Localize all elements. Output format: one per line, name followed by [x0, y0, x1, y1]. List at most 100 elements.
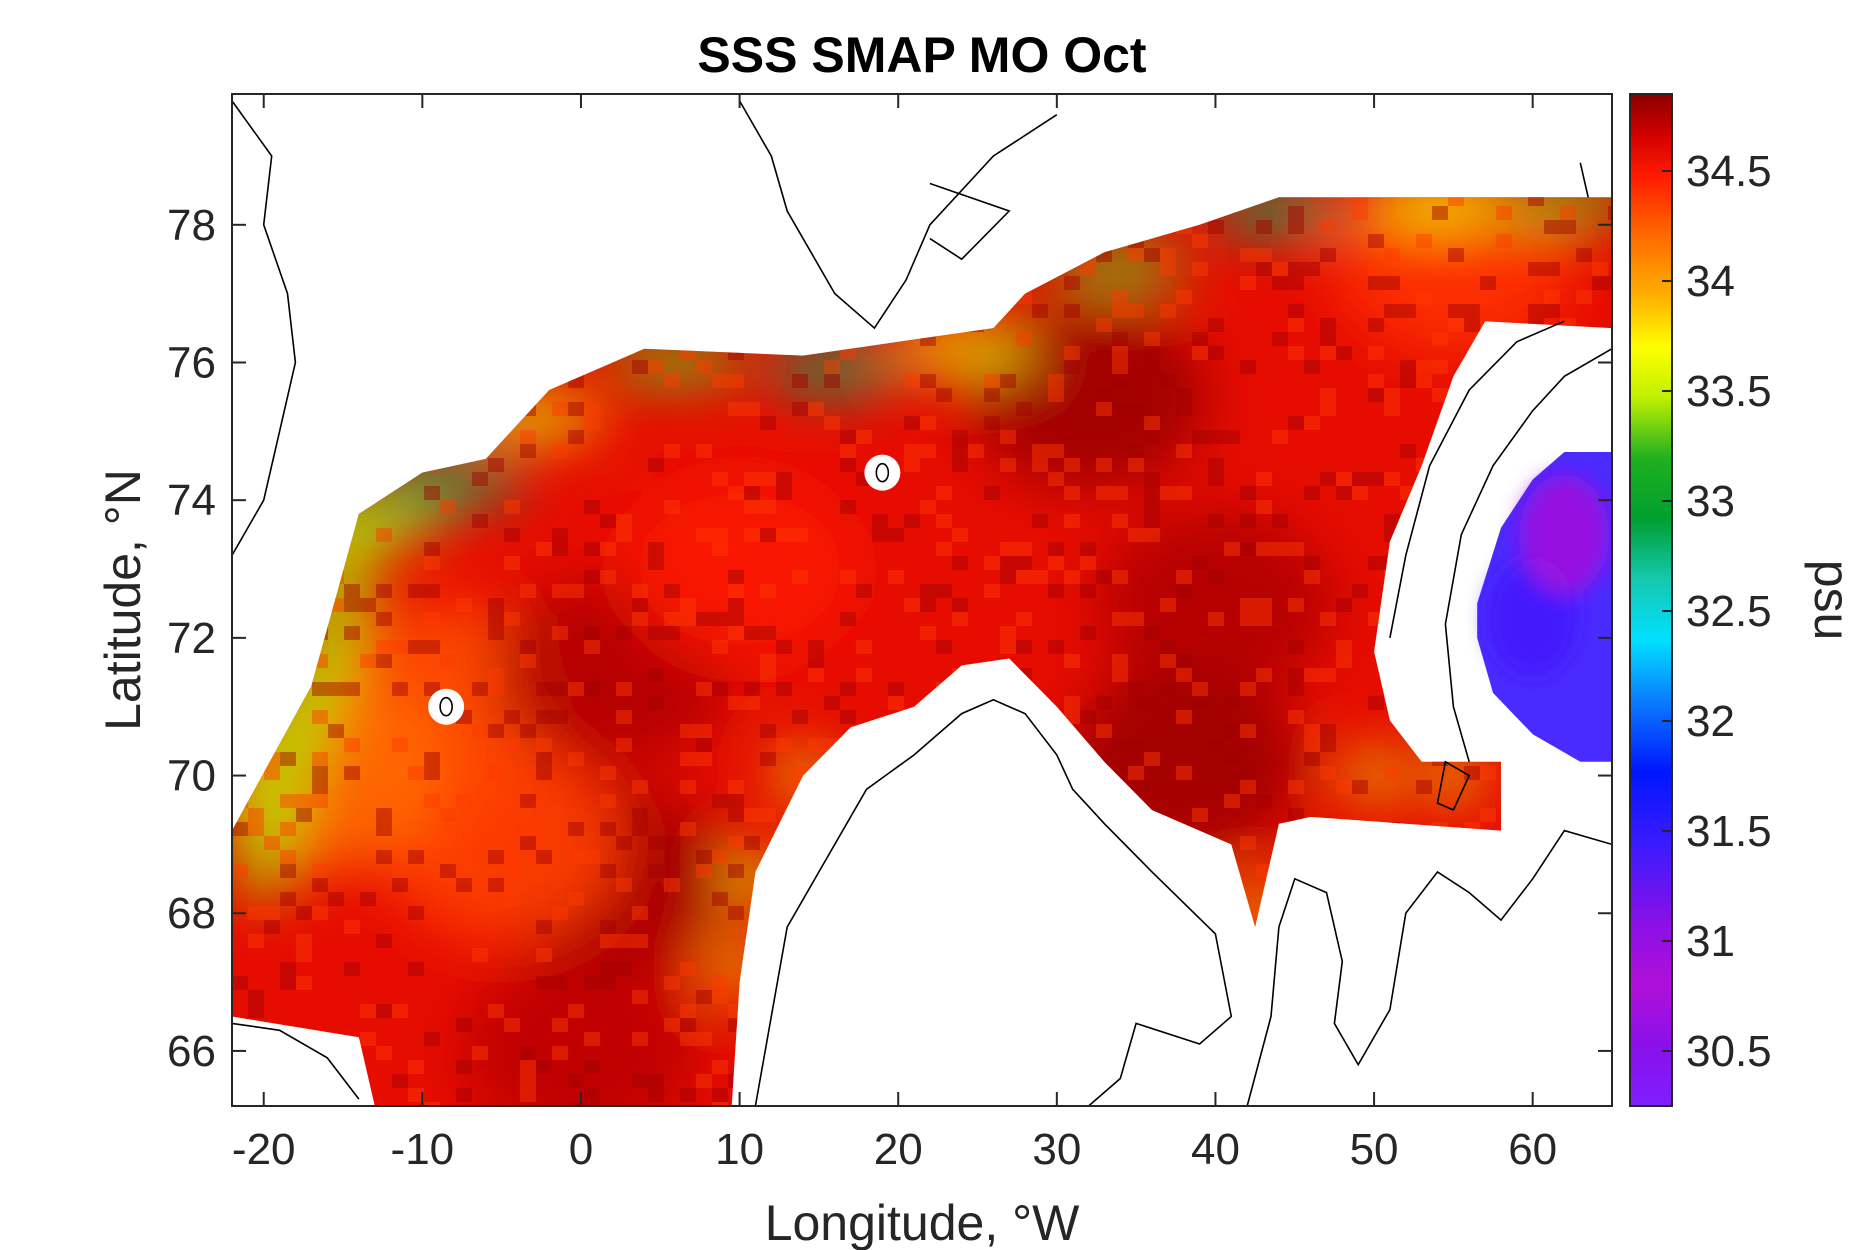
island-coastline — [439, 696, 453, 717]
y-tick-label: 70 — [167, 752, 216, 801]
salinity-pixel — [648, 1088, 664, 1102]
salinity-pixel — [1320, 668, 1336, 682]
salinity-anomaly — [460, 955, 701, 1106]
salinity-pixel — [312, 906, 328, 920]
salinity-pixel — [872, 514, 888, 528]
salinity-pixel — [648, 458, 664, 472]
salinity-pixel — [664, 976, 680, 990]
salinity-pixel — [696, 850, 712, 864]
coastline-segment — [232, 100, 297, 556]
salinity-pixel — [248, 1004, 264, 1018]
salinity-pixel — [472, 836, 488, 850]
salinity-pixel — [1368, 346, 1384, 360]
salinity-pixel — [312, 710, 328, 724]
colorbar-tick-label: 34.5 — [1686, 147, 1772, 196]
salinity-pixel — [744, 472, 760, 486]
salinity-pixel — [1320, 402, 1336, 416]
salinity-pixel — [712, 976, 728, 990]
salinity-pixel — [1192, 556, 1208, 570]
salinity-pixel — [1288, 598, 1304, 612]
salinity-pixel — [536, 920, 552, 934]
salinity-pixel — [1288, 220, 1304, 234]
salinity-pixel — [1320, 220, 1336, 234]
salinity-pixel — [1160, 654, 1176, 668]
salinity-pixel — [440, 500, 456, 514]
salinity-pixel — [728, 612, 744, 626]
salinity-pixel — [1048, 444, 1064, 458]
salinity-pixel — [488, 598, 504, 612]
salinity-pixel — [664, 374, 680, 388]
salinity-pixel — [568, 402, 584, 416]
salinity-pixel — [312, 794, 328, 808]
salinity-pixel — [1016, 542, 1032, 556]
salinity-pixel — [376, 584, 392, 598]
salinity-pixel — [984, 556, 1000, 570]
salinity-pixel — [1240, 360, 1256, 374]
salinity-pixel — [1192, 682, 1208, 696]
salinity-pixel — [1336, 654, 1352, 668]
salinity-pixel — [1080, 626, 1096, 640]
salinity-pixel — [856, 584, 872, 598]
salinity-pixel — [1080, 584, 1096, 598]
salinity-pixel — [888, 696, 904, 710]
salinity-pixel — [952, 598, 968, 612]
salinity-pixel — [1048, 388, 1064, 402]
salinity-pixel — [952, 458, 968, 472]
salinity-pixel — [1208, 514, 1224, 528]
salinity-pixel — [1144, 626, 1160, 640]
salinity-pixel — [232, 864, 248, 878]
salinity-pixel — [616, 962, 632, 976]
salinity-pixel — [1208, 570, 1224, 584]
salinity-pixel — [1224, 430, 1240, 444]
salinity-pixel — [504, 528, 520, 542]
salinity-pixel — [744, 696, 760, 710]
salinity-anomalies — [232, 197, 1612, 1106]
salinity-pixel — [600, 864, 616, 878]
salinity-pixel — [1288, 640, 1304, 654]
salinity-pixel — [904, 514, 920, 528]
salinity-pixel — [312, 878, 328, 892]
salinity-pixel — [1112, 304, 1128, 318]
salinity-pixel — [504, 1018, 520, 1032]
salinity-pixel — [1048, 584, 1064, 598]
salinity-pixel — [1288, 318, 1304, 332]
salinity-pixel — [248, 822, 264, 836]
salinity-pixel — [760, 808, 776, 822]
salinity-pixel — [1144, 360, 1160, 374]
salinity-pixel — [504, 892, 520, 906]
salinity-pixel — [840, 570, 856, 584]
salinity-pixel — [488, 458, 504, 472]
salinity-pixel — [1048, 542, 1064, 556]
y-axis-label: Latitude, °N — [95, 469, 151, 731]
salinity-pixel — [584, 682, 600, 696]
salinity-pixel — [856, 640, 872, 654]
salinity-pixel — [280, 976, 296, 990]
salinity-pixel — [1368, 388, 1384, 402]
salinity-pixel — [1272, 262, 1288, 276]
salinity-pixel — [1080, 542, 1096, 556]
salinity-pixel — [248, 906, 264, 920]
salinity-pixel — [520, 822, 536, 836]
salinity-pixel — [568, 850, 584, 864]
salinity-pixel — [520, 794, 536, 808]
salinity-pixel — [1032, 444, 1048, 458]
salinity-pixel — [728, 402, 744, 416]
salinity-pixel — [520, 1046, 536, 1060]
salinity-pixel — [1336, 472, 1352, 486]
salinity-pixel — [472, 514, 488, 528]
salinity-pixel — [376, 528, 392, 542]
salinity-pixel — [1176, 710, 1192, 724]
salinity-pixel — [1192, 808, 1208, 822]
salinity-pixel — [584, 1032, 600, 1046]
salinity-pixel — [1288, 668, 1304, 682]
salinity-pixel — [792, 402, 808, 416]
salinity-pixel — [280, 962, 296, 976]
salinity-pixel — [648, 696, 664, 710]
salinity-pixel — [616, 738, 632, 752]
salinity-pixel — [1384, 388, 1400, 402]
salinity-pixel — [456, 598, 472, 612]
salinity-pixel — [568, 430, 584, 444]
salinity-pixel — [472, 948, 488, 962]
salinity-pixel — [520, 1074, 536, 1088]
